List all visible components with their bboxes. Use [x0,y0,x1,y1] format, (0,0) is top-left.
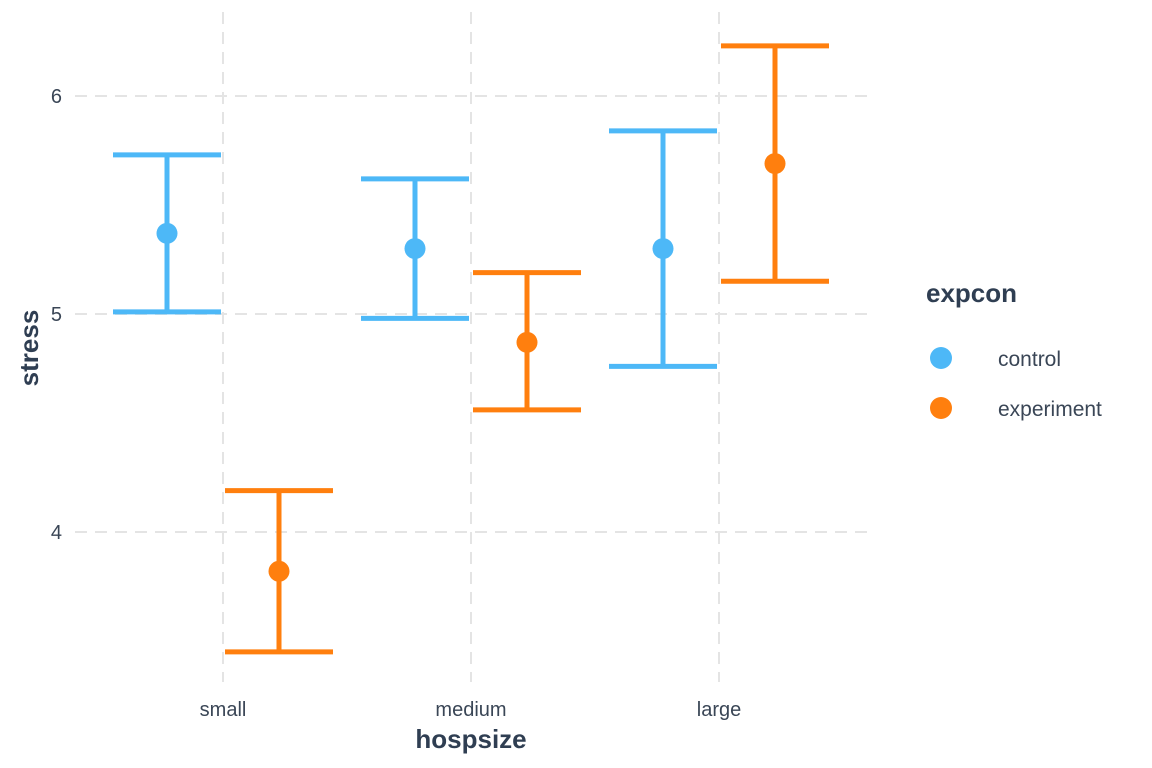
mean-point [652,238,674,260]
legend-key [930,397,952,419]
x-tick-label: small [200,699,247,721]
legend-key [930,347,952,369]
x-tick-label: large [697,699,741,721]
legend: expcon control experiment [926,278,1102,421]
mean-point [268,560,290,582]
y-tick-label: 5 [51,304,62,326]
mean-point [404,238,426,260]
x-tick-label: medium [435,699,506,721]
y-tick-labels: 4 5 6 [51,86,62,544]
errorbar-control-medium [361,176,469,321]
plot-marks [113,43,829,655]
mean-point [156,222,178,244]
legend-label: experiment [998,398,1102,421]
errorbar-experiment-medium [473,270,581,413]
grid-lines [75,12,870,682]
mean-point [764,153,786,175]
x-axis-title: hospsize [415,724,526,754]
legend-item-control: control [930,347,1061,371]
legend-item-experiment: experiment [930,397,1102,421]
y-axis-title: stress [14,310,44,387]
legend-items: control experiment [930,347,1102,421]
mean-point [516,331,538,353]
x-tick-labels: small medium large [200,699,742,721]
errorbar-control-small [113,152,221,315]
errorbar-experiment-small [225,488,333,655]
y-tick-label: 4 [51,522,62,544]
legend-title: expcon [926,278,1017,308]
y-tick-label: 6 [51,86,62,108]
errorbar-experiment-large [721,43,829,284]
errorbar-control-large [609,128,717,369]
legend-label: control [998,348,1061,371]
